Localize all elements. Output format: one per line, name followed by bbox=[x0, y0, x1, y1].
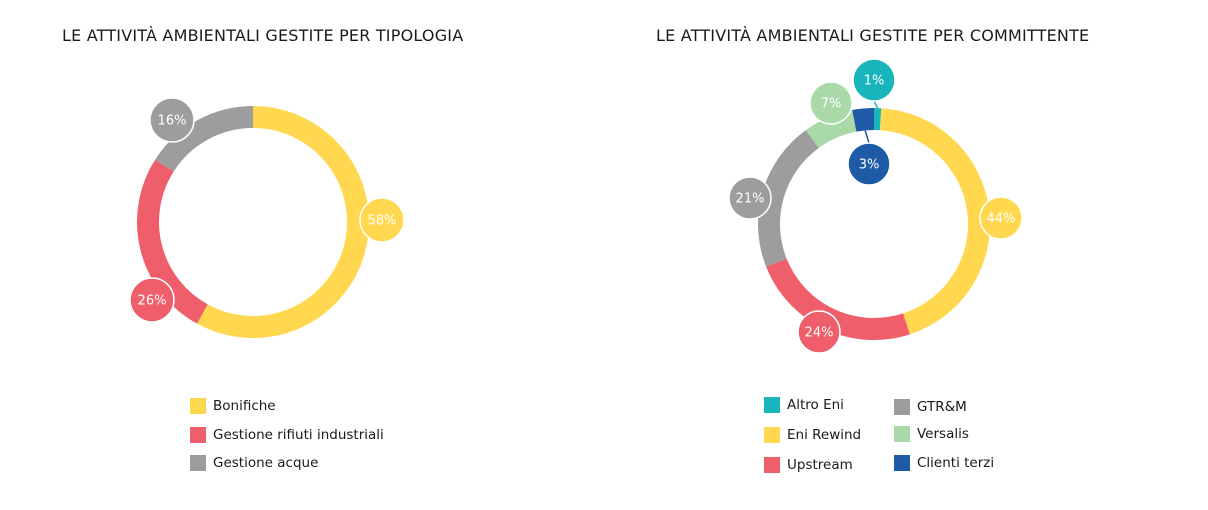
donut-chart-tipologia: 58% 26% 16% bbox=[129, 97, 405, 338]
donut-slice-bonifiche bbox=[197, 106, 369, 338]
donut-slice-eni-rewind bbox=[879, 108, 990, 335]
chart-panel-committente: LE ATTIVITÀ AMBIENTALI GESTITE PER COMMI… bbox=[604, 0, 1208, 510]
chart-title: LE ATTIVITÀ AMBIENTALI GESTITE PER COMMI… bbox=[656, 26, 1090, 45]
legend-label: Altro Eni bbox=[787, 397, 844, 413]
donut-slice-versalis bbox=[805, 110, 857, 149]
legend-item-upstream: Upstream bbox=[764, 457, 853, 473]
data-label-gestione-acque: 16% bbox=[158, 114, 187, 129]
donut-chart-committente: 1% 44% 24% 21% 7% 3% bbox=[728, 58, 1023, 354]
chart-panel-tipologia: LE ATTIVITÀ AMBIENTALI GESTITE PER TIPOL… bbox=[62, 26, 464, 471]
donut-slice-gtr-m bbox=[758, 130, 819, 267]
leader-line-clienti-terzi bbox=[864, 130, 870, 144]
legend-label: Gestione acque bbox=[213, 455, 319, 471]
legend-swatch bbox=[190, 427, 206, 443]
legend-label: Versalis bbox=[917, 426, 969, 442]
value-bubble-gestione-acque bbox=[149, 97, 195, 143]
legend-label: Bonifiche bbox=[213, 398, 276, 414]
value-bubble-clienti-terzi bbox=[847, 142, 891, 186]
value-bubble-gtr-m bbox=[728, 176, 772, 220]
data-label-clienti-terzi: 3% bbox=[859, 158, 880, 173]
legend-swatch bbox=[894, 426, 910, 442]
donut-slice-gestione-rifiuti-industriali bbox=[137, 159, 208, 324]
donut-slice-upstream bbox=[766, 258, 910, 340]
data-label-altro-eni: 1% bbox=[864, 74, 885, 89]
data-label-upstream: 24% bbox=[805, 326, 834, 341]
legend-swatch bbox=[764, 457, 780, 473]
legend-label: Upstream bbox=[787, 457, 853, 473]
legend-item-clienti-terzi: Clienti terzi bbox=[894, 455, 994, 471]
legend-label: Gestione rifiuti industriali bbox=[213, 427, 384, 443]
legend-swatch bbox=[894, 455, 910, 471]
donut-slice-gestione-acque bbox=[155, 106, 254, 172]
legend-item-gestione-rifiuti: Gestione rifiuti industriali bbox=[190, 427, 384, 443]
legend-swatch bbox=[764, 427, 780, 443]
data-label-gestione-rifiuti-industriali: 26% bbox=[138, 294, 167, 309]
donut-slice-clienti-terzi bbox=[852, 108, 875, 132]
legend-label: Eni Rewind bbox=[787, 427, 862, 443]
leader-line-altro-eni bbox=[873, 100, 879, 109]
data-label-bonifiche: 58% bbox=[368, 214, 397, 229]
value-bubble-versalis bbox=[809, 81, 853, 125]
data-label-eni-rewind: 44% bbox=[987, 212, 1016, 227]
value-bubble-gestione-rifiuti-industriali bbox=[129, 277, 175, 323]
data-label-gtr-m: 21% bbox=[736, 192, 765, 207]
legend-swatch bbox=[190, 398, 206, 414]
chart-title: LE ATTIVITÀ AMBIENTALI GESTITE PER TIPOL… bbox=[62, 26, 464, 45]
legend-item-gtrm: GTR&M bbox=[894, 399, 967, 415]
legend-item-gestione-acque: Gestione acque bbox=[190, 455, 318, 471]
legend-label: Clienti terzi bbox=[917, 455, 995, 471]
legend-item-bonifiche: Bonifiche bbox=[190, 398, 276, 414]
legend-item-versalis: Versalis bbox=[894, 426, 969, 442]
legend-swatch bbox=[190, 455, 206, 471]
value-bubble-eni-rewind bbox=[979, 196, 1023, 240]
legend-item-altro-eni: Altro Eni bbox=[764, 397, 844, 413]
legend-item-eni-rewind: Eni Rewind bbox=[764, 427, 861, 443]
value-bubble-bonifiche bbox=[359, 197, 405, 243]
value-bubble-upstream bbox=[797, 310, 841, 354]
value-bubble-altro-eni bbox=[852, 58, 896, 102]
legend-swatch bbox=[894, 399, 910, 415]
legend-label: GTR&M bbox=[917, 399, 967, 415]
data-label-versalis: 7% bbox=[821, 97, 842, 112]
legend-swatch bbox=[764, 397, 780, 413]
